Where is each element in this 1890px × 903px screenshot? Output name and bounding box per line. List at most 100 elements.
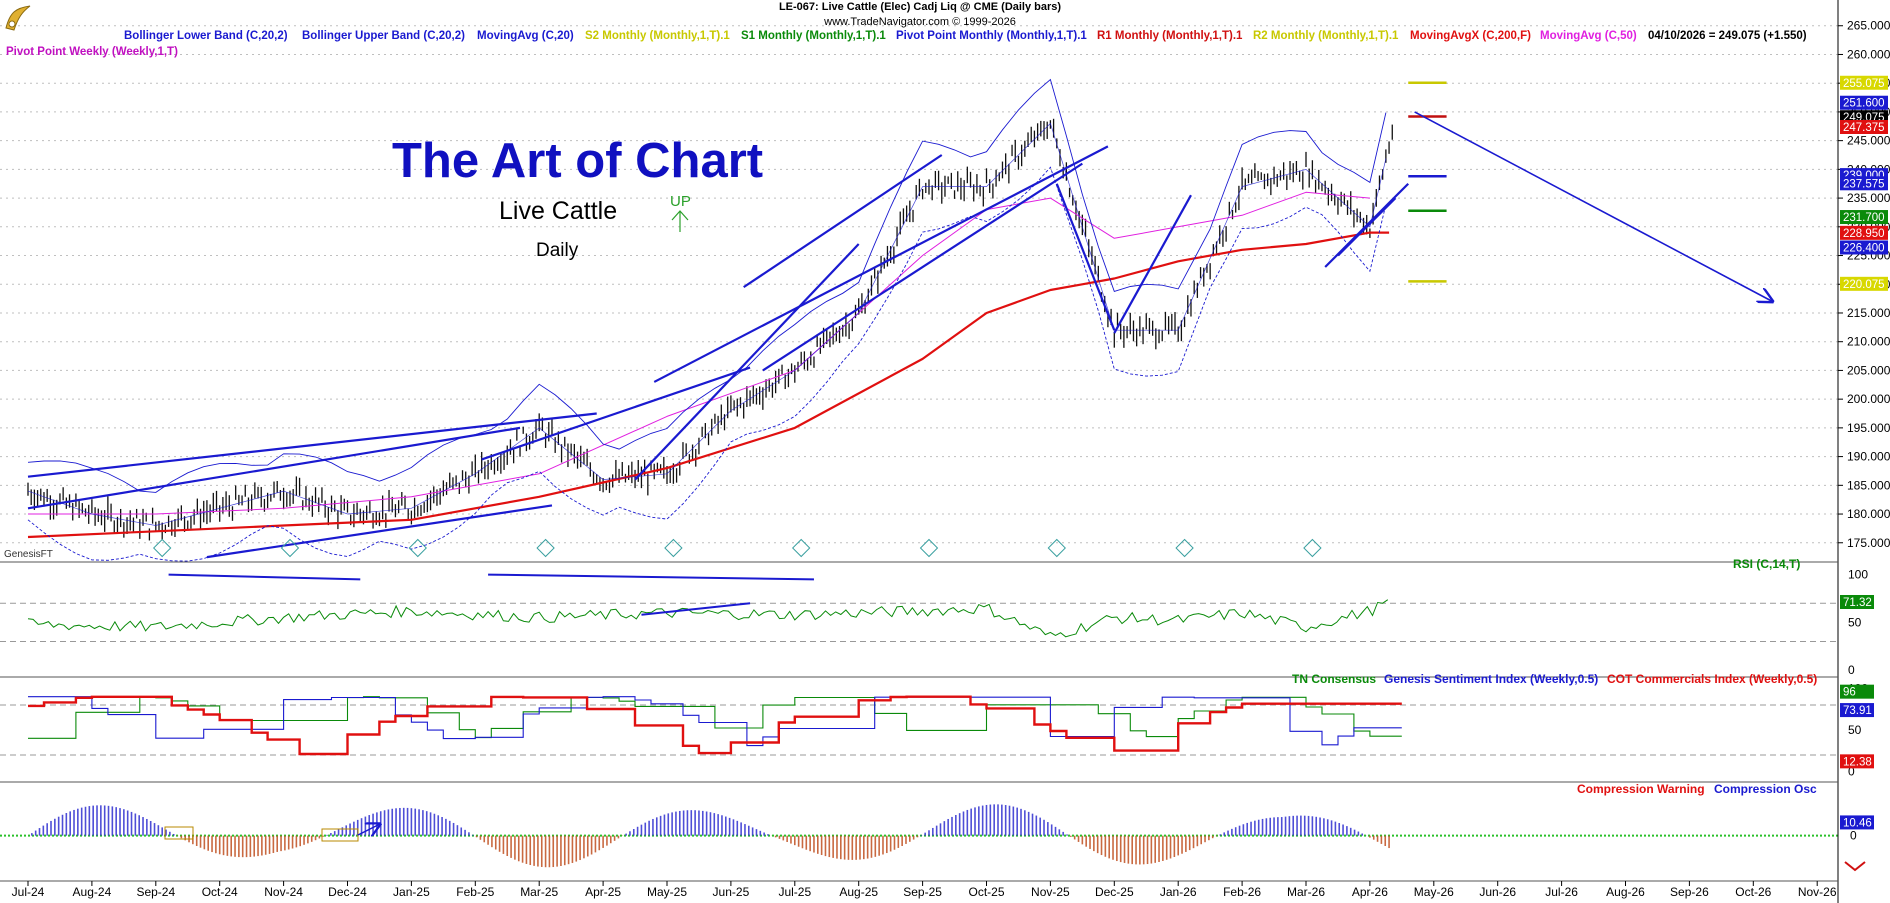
- rsi-last-box: [1840, 594, 1874, 609]
- price-tick-label: 175.000: [1847, 536, 1890, 550]
- rsi-tick-label: 50: [1848, 615, 1862, 629]
- overlay-title: The Art of Chart: [392, 134, 764, 188]
- legend-moving-avg-x-200[interactable]: MovingAvgX (C,200,F): [1410, 30, 1531, 42]
- rsi-trendline-drawing: [168, 573, 361, 581]
- trendline-drawing: [743, 154, 943, 289]
- legend-pivot-monthly[interactable]: Pivot Point Monthly (Monthly,1,T).1: [896, 30, 1087, 42]
- rollover-marker-icon: [664, 538, 683, 558]
- sentiment-last-label: 73.91: [1843, 705, 1872, 717]
- time-tick-label: Aug-25: [839, 885, 878, 899]
- price-tick-label: 180.000: [1847, 507, 1890, 521]
- drawings-layer: [27, 111, 1866, 872]
- trendline-drawing: [1055, 183, 1116, 331]
- price-tag-label: 231.700: [1843, 212, 1885, 224]
- legend-moving-avg-50[interactable]: MovingAvg (C,50): [1540, 30, 1637, 42]
- price-tick-label: 210.000: [1847, 335, 1890, 349]
- genesis-sentiment-line: [28, 696, 1402, 747]
- rollover-marker-icon: [1047, 538, 1066, 558]
- price-tick-label: 190.000: [1847, 450, 1890, 464]
- price-tag-box: [1840, 75, 1888, 90]
- bollinger-upper-band: [27, 78, 1387, 493]
- moving-avg-20-line: [27, 122, 1387, 526]
- trendline-drawing: [762, 162, 1083, 372]
- legend-moving-avg-20[interactable]: MovingAvg (C,20): [477, 30, 574, 42]
- compression-arrow-drawing: [357, 824, 380, 835]
- price-tick-label: 205.000: [1847, 363, 1890, 377]
- time-tick-label: Feb-25: [456, 885, 494, 899]
- signal-up-label: UP: [670, 193, 691, 210]
- rollover-marker-icon: [280, 538, 300, 558]
- time-tick-label: Jan-25: [393, 885, 430, 899]
- price-tag-label: 251.600: [1843, 98, 1885, 110]
- legend-pivot-weekly[interactable]: Pivot Point Weekly (Weekly,1,T): [6, 46, 178, 58]
- legend-r2-monthly[interactable]: R2 Monthly (Monthly,1,T).1: [1253, 30, 1399, 42]
- rollover-marker-icon: [536, 538, 555, 558]
- grid-layer: [0, 25, 1838, 837]
- legend-bollinger-lower[interactable]: Bollinger Lower Band (C,20,2): [124, 30, 288, 42]
- compression-last-label: 10.46: [1843, 817, 1872, 829]
- tn-consensus-title: TN Consensus: [1292, 672, 1376, 686]
- rsi-trendline-drawing: [641, 602, 751, 616]
- rollover-marker-icon: [152, 538, 172, 558]
- time-tick-label: Jun-26: [1479, 885, 1516, 899]
- sentiment-tick-label: 50: [1848, 723, 1862, 737]
- compression-last-box: [1840, 815, 1874, 830]
- time-tick-label: Oct-26: [1735, 885, 1771, 899]
- rollover-marker-icon: [919, 538, 939, 558]
- time-tick-label: Mar-26: [1287, 885, 1325, 899]
- price-tag-box: [1840, 240, 1888, 255]
- price-tick-label: 265.000: [1847, 19, 1890, 33]
- rollover-marker-icon: [1303, 538, 1322, 558]
- signal-up-arrowhead-icon: [671, 210, 689, 221]
- chevron-down-icon: [1844, 861, 1866, 872]
- logo-icon: [5, 5, 31, 31]
- legend-s2-monthly[interactable]: S2 Monthly (Monthly,1,T).1: [585, 30, 730, 42]
- price-tag-label: 255.075: [1843, 78, 1885, 90]
- time-tick-label: Feb-26: [1223, 885, 1261, 899]
- time-tick-label: Apr-25: [585, 885, 621, 899]
- time-tick-label: Nov-26: [1798, 885, 1837, 899]
- sentiment-last-box: [1840, 703, 1874, 718]
- legend-bollinger-upper[interactable]: Bollinger Upper Band (C,20,2): [302, 30, 465, 42]
- chart-symbol-title: LE-067: Live Cattle (Elec) Cadj Liq @ CM…: [778, 1, 1062, 13]
- price-tick-label: 185.000: [1847, 478, 1890, 492]
- time-tick-label: Dec-24: [328, 885, 367, 899]
- rsi-line: [27, 599, 1389, 638]
- copyright-line: www.TradeNavigator.com © 1999-2026: [824, 16, 1016, 28]
- trendline-drawing: [653, 145, 1109, 383]
- time-tick-label: Dec-25: [1095, 885, 1134, 899]
- time-tick-label: Jul-24: [12, 885, 45, 899]
- time-tick-label: Jan-26: [1160, 885, 1197, 899]
- moving-avg-50-line: [28, 191, 1370, 515]
- time-tick-label: Nov-25: [1031, 885, 1070, 899]
- rsi-title: RSI (C,14,T): [1733, 557, 1800, 571]
- trendline-drawing: [27, 426, 521, 510]
- trendline-drawing: [481, 366, 751, 461]
- overlay-subtitle: Live Cattle: [499, 197, 618, 225]
- price-tick-label: 260.000: [1847, 47, 1890, 61]
- time-tick-label: Aug-26: [1606, 885, 1645, 899]
- rsi-tick-label: 0: [1848, 663, 1855, 677]
- price-tag-box: [1840, 119, 1888, 134]
- time-tick-label: Jun-25: [713, 885, 750, 899]
- legend-r1-monthly[interactable]: R1 Monthly (Monthly,1,T).1: [1097, 30, 1243, 42]
- legend-s1-monthly[interactable]: S1 Monthly (Monthly,1,T).1: [741, 30, 886, 42]
- price-tag-label: 237.575: [1843, 178, 1885, 190]
- price-tick-label: 195.000: [1847, 421, 1890, 435]
- price-tag-box: [1840, 176, 1888, 191]
- time-tick-label: May-25: [647, 885, 687, 899]
- trendline-drawing: [206, 504, 553, 559]
- time-tick-label: Sep-26: [1670, 885, 1709, 899]
- rsi-trendline-drawing: [488, 573, 814, 581]
- rsi-last-label: 71.32: [1843, 597, 1872, 609]
- compression-annotation-box: [164, 826, 194, 840]
- labels-layer: GenesisFT255.075251.600249.075247.375239…: [4, 75, 1888, 830]
- time-tick-label: Apr-26: [1352, 885, 1388, 899]
- overlay-timeframe: Daily: [536, 240, 579, 261]
- price-tag-label: 247.375: [1843, 122, 1885, 134]
- rollover-marker-icon: [1175, 538, 1194, 558]
- trendline-drawing: [1113, 194, 1192, 334]
- price-tag-box: [1840, 210, 1888, 225]
